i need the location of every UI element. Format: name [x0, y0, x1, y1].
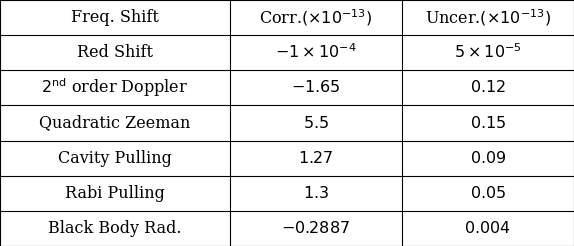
Text: Corr.$(\times10^{-13})$: Corr.$(\times10^{-13})$	[259, 7, 373, 28]
Text: $1.27$: $1.27$	[298, 150, 333, 167]
Text: Quadratic Zeeman: Quadratic Zeeman	[39, 114, 191, 132]
Text: Cavity Pulling: Cavity Pulling	[58, 150, 172, 167]
Text: Red Shift: Red Shift	[77, 44, 153, 61]
Text: Black Body Rad.: Black Body Rad.	[48, 220, 181, 237]
Text: $-0.2887$: $-0.2887$	[281, 220, 350, 237]
Text: Uncer.$(\times10^{-13})$: Uncer.$(\times10^{-13})$	[425, 7, 551, 28]
Text: $0.05$: $0.05$	[470, 185, 506, 202]
Text: Freq. Shift: Freq. Shift	[71, 9, 159, 26]
Text: $-1\times10^{-4}$: $-1\times10^{-4}$	[275, 43, 356, 62]
Text: $0.004$: $0.004$	[464, 220, 511, 237]
Text: $1.3$: $1.3$	[302, 185, 329, 202]
Text: $-1.65$: $-1.65$	[291, 79, 340, 96]
Text: $0.15$: $0.15$	[470, 114, 506, 132]
Text: $2^{\rm nd}$ order Doppler: $2^{\rm nd}$ order Doppler	[41, 77, 188, 99]
Text: $5.5$: $5.5$	[302, 114, 329, 132]
Text: $0.09$: $0.09$	[470, 150, 506, 167]
Text: $5\times10^{-5}$: $5\times10^{-5}$	[454, 43, 522, 62]
Text: $0.12$: $0.12$	[470, 79, 506, 96]
Text: Rabi Pulling: Rabi Pulling	[65, 185, 165, 202]
